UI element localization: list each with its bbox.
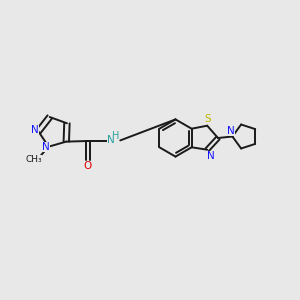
Text: H: H [112,130,119,141]
Text: N: N [106,135,114,146]
Text: N: N [31,125,39,135]
Text: N: N [207,151,215,161]
Text: CH₃: CH₃ [26,155,42,164]
Text: N: N [42,142,50,152]
Text: S: S [204,114,211,124]
Text: N: N [227,126,235,136]
Text: O: O [84,160,92,171]
